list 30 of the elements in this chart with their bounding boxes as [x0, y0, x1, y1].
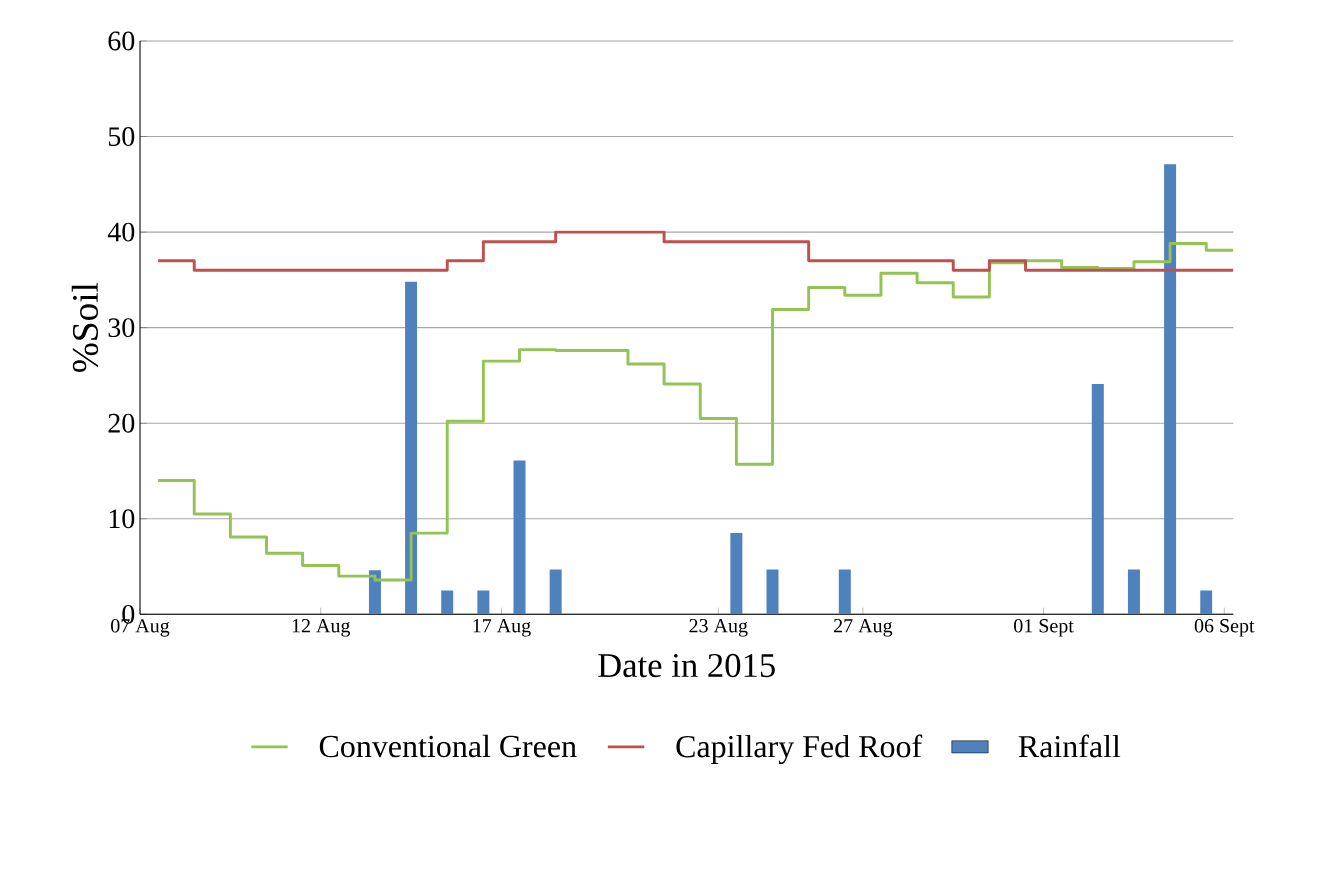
bar	[441, 590, 454, 615]
bar	[1091, 384, 1104, 615]
bar	[513, 460, 526, 615]
x-tick-label: 23 Aug	[689, 619, 748, 637]
x-tick-label: 12 Aug	[292, 619, 351, 637]
x-tick-label: 01 Sept	[1014, 619, 1074, 637]
y-tick-label: 60	[108, 31, 135, 51]
bar	[405, 281, 418, 615]
bar	[368, 570, 381, 615]
bar	[730, 533, 743, 615]
bar	[838, 569, 851, 615]
bar	[1164, 164, 1177, 615]
y-tick-label: 30	[108, 318, 135, 338]
x-tick-label: 27 Aug	[834, 619, 893, 637]
bar	[1127, 569, 1140, 615]
y-axis-title: %Soil	[71, 282, 99, 373]
legend-label: Capillary Fed Roof	[676, 734, 923, 765]
bar	[1200, 590, 1213, 615]
bar	[477, 590, 490, 615]
x-axis-title: Date in 2015	[598, 653, 775, 678]
legend-label: Rainfall	[1018, 734, 1121, 758]
y-tick-label: 10	[109, 509, 135, 529]
bar	[766, 569, 779, 615]
y-tick-label: 20	[108, 413, 135, 433]
x-tick-label: 06 Sept	[1194, 619, 1255, 637]
y-tick-label: 40	[107, 222, 135, 242]
y-tick-label: 50	[108, 127, 135, 146]
x-tick-label: 17 Aug	[473, 619, 531, 637]
legend-label: Conventional Green	[319, 734, 577, 758]
bar	[549, 569, 562, 615]
